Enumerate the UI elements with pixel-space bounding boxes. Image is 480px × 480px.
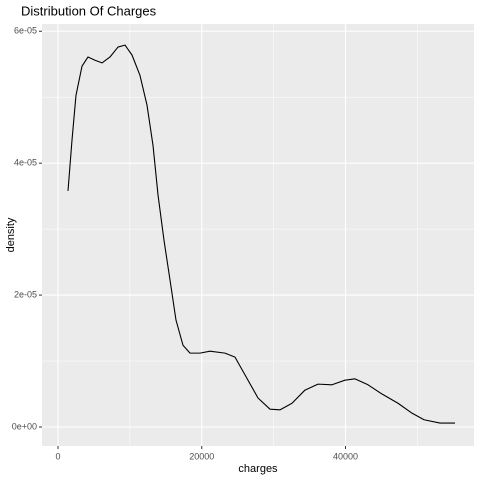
- y-tick-label: 2e-05: [14, 289, 37, 299]
- chart-title: Distribution Of Charges: [21, 3, 157, 18]
- y-tick-label: 0e+00: [12, 421, 37, 431]
- x-tick-label: 40000: [333, 451, 358, 461]
- y-axis-title: density: [5, 217, 17, 252]
- y-tick-label: 4e-05: [14, 158, 37, 168]
- x-axis-title: charges: [238, 463, 278, 475]
- panel: [42, 24, 474, 446]
- x-tick-label: 20000: [189, 451, 214, 461]
- y-tick-label: 6e-05: [14, 26, 37, 36]
- density-line: [67, 44, 455, 424]
- x-tick-label: 0: [55, 451, 60, 461]
